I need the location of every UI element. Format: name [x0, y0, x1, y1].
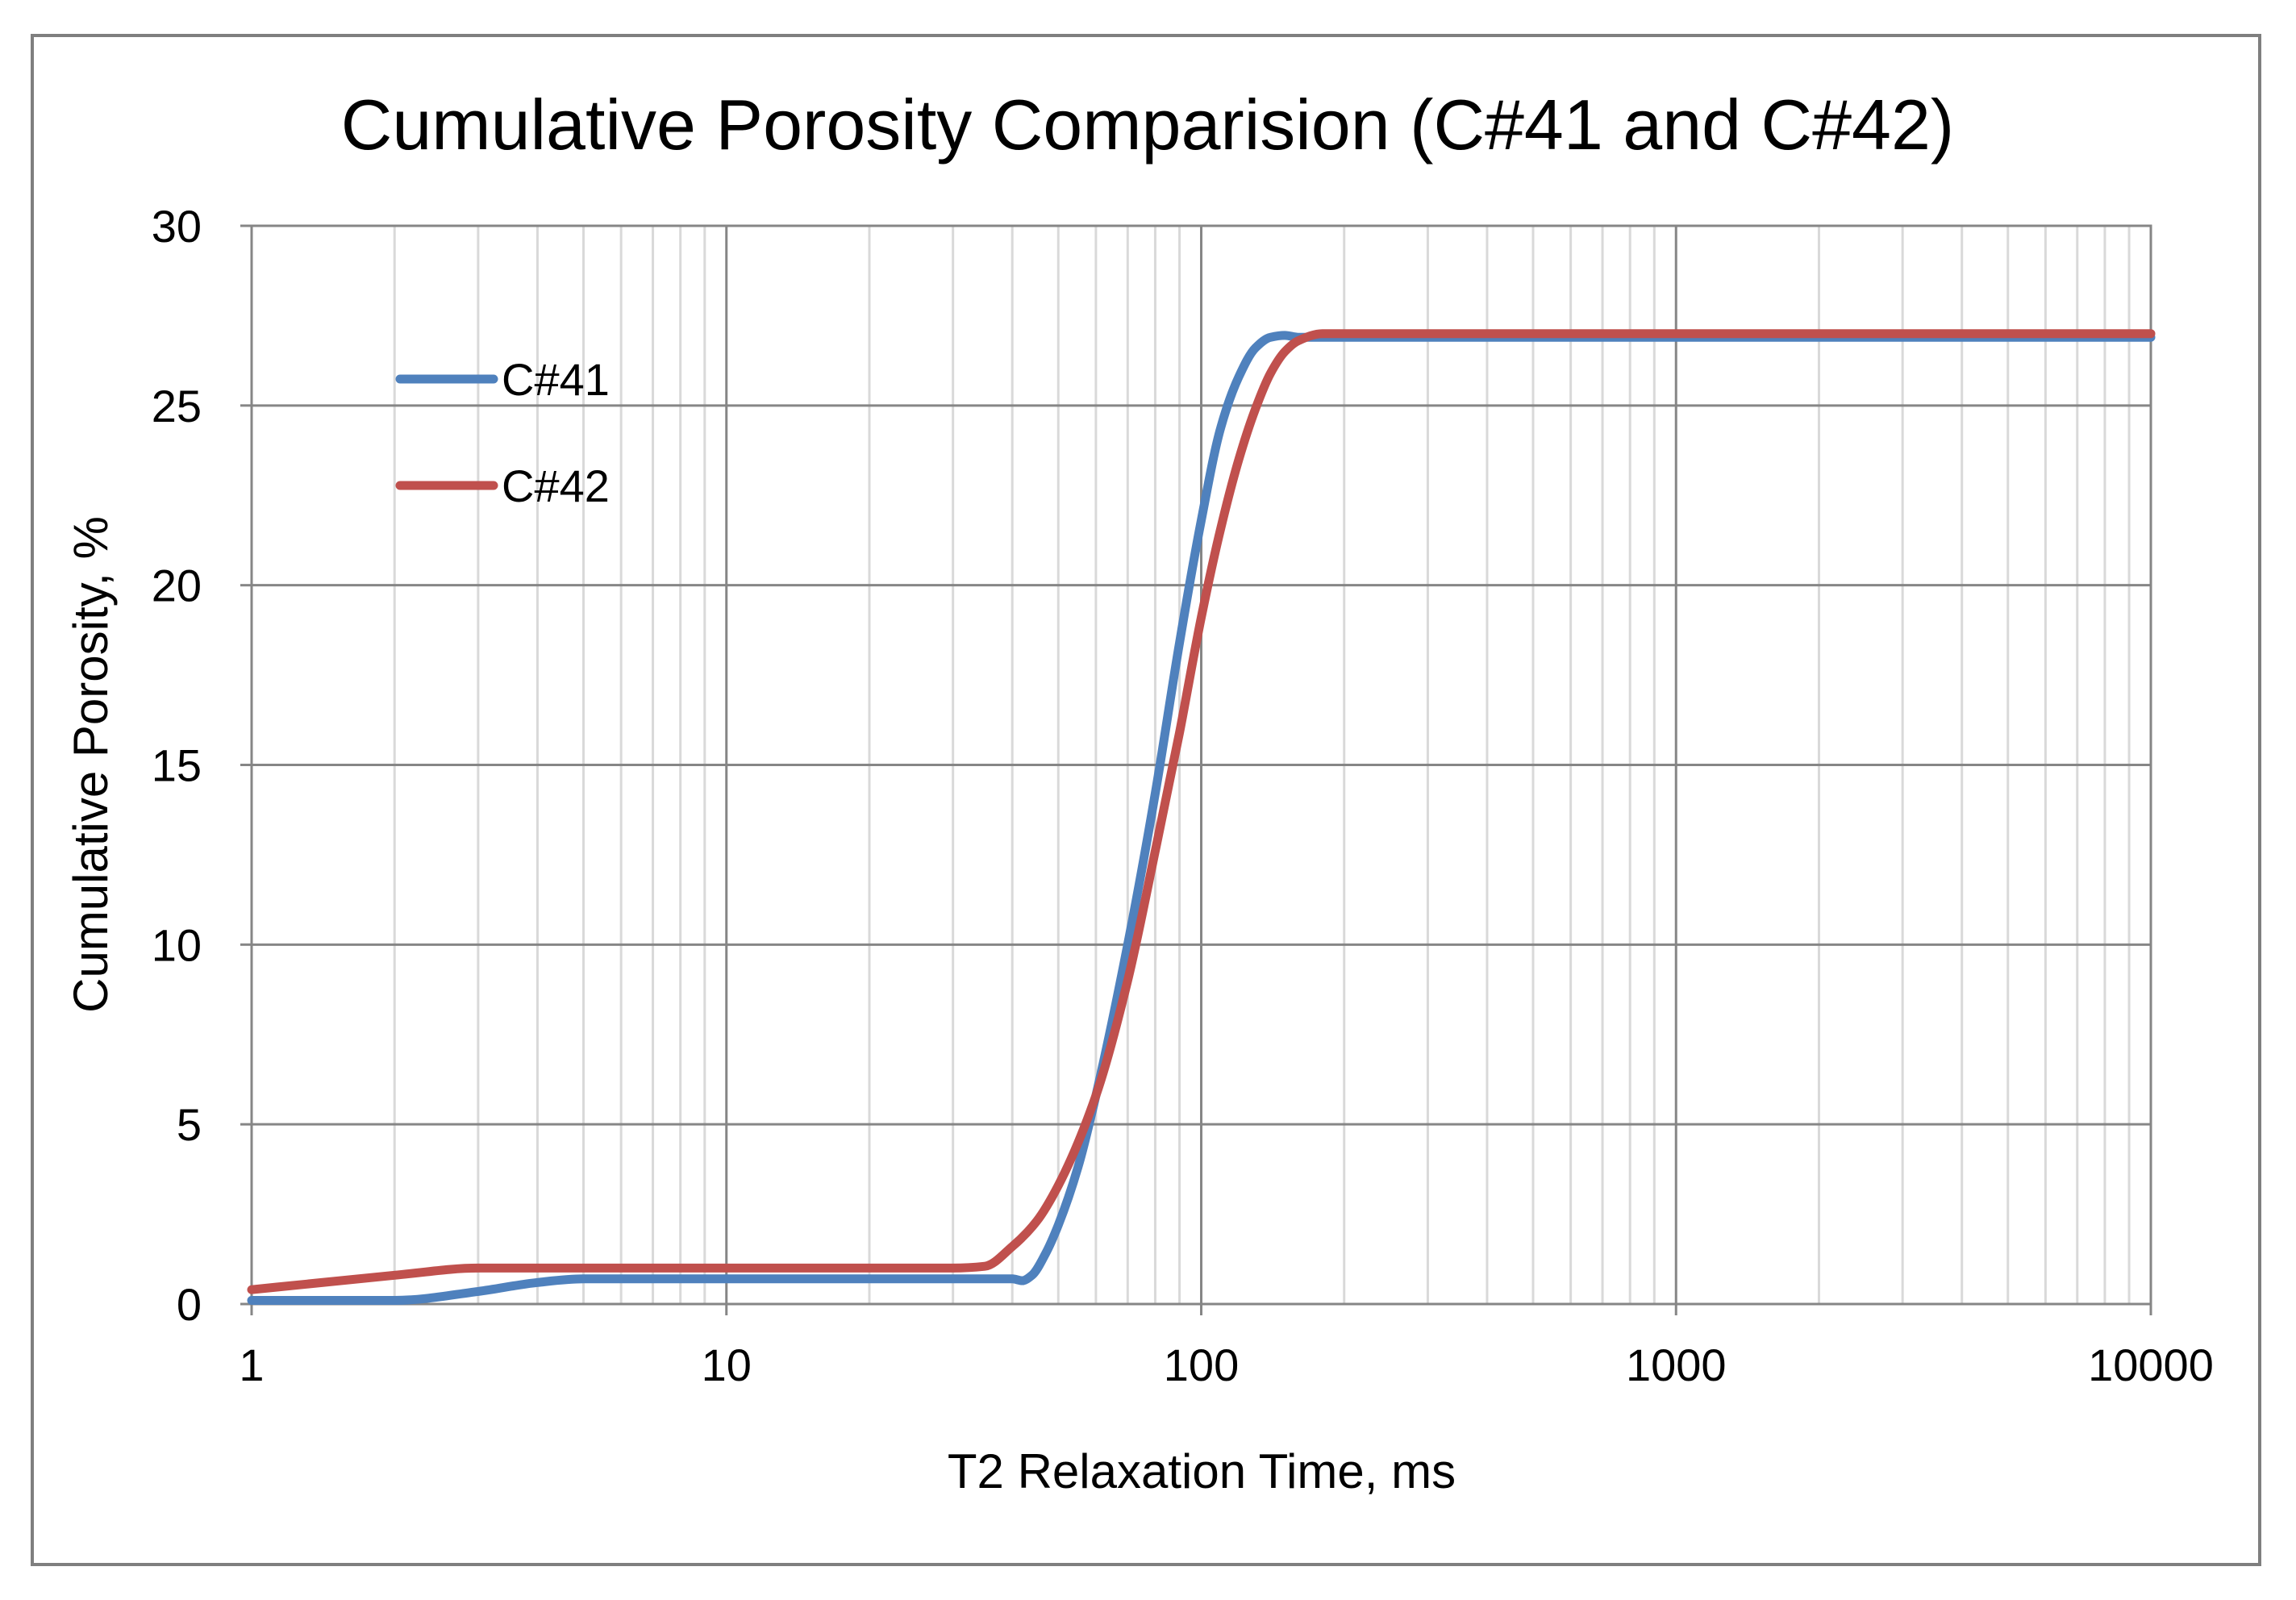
- series-line-c42: [247, 329, 2156, 1294]
- y-tick-label: 20: [152, 560, 202, 611]
- chart-title: Cumulative Porosity Comparision (C#41 an…: [341, 85, 1954, 165]
- x-tick-label: 10: [702, 1340, 752, 1390]
- legend-label: C#41: [502, 354, 610, 405]
- y-tick-label: 5: [177, 1099, 202, 1150]
- y-tick-label: 10: [152, 919, 202, 970]
- legend: C#41 C#42: [395, 354, 610, 511]
- x-tick-label: 1: [239, 1340, 264, 1390]
- series-lines: [247, 329, 2156, 1306]
- x-tick-label: 1000: [1626, 1340, 1727, 1390]
- y-tick-label: 0: [177, 1279, 202, 1330]
- y-tick-label: 25: [152, 381, 202, 431]
- y-tick-label: 30: [152, 201, 202, 252]
- legend-label: C#42: [502, 460, 610, 511]
- x-tick-labels: 1 10 100 1000 10000: [239, 1340, 2213, 1390]
- y-tick-label: 15: [152, 740, 202, 791]
- x-axis-label: T2 Relaxation Time, ms: [948, 1444, 1456, 1498]
- x-tick-label: 10000: [2088, 1340, 2214, 1390]
- chart-frame: [31, 34, 2261, 1566]
- y-tick-labels: 0 5 10 15 20 25 30: [152, 201, 202, 1330]
- x-tick-label: 100: [1164, 1340, 1239, 1390]
- y-axis-label: Cumulative Porosity, %: [64, 516, 118, 1013]
